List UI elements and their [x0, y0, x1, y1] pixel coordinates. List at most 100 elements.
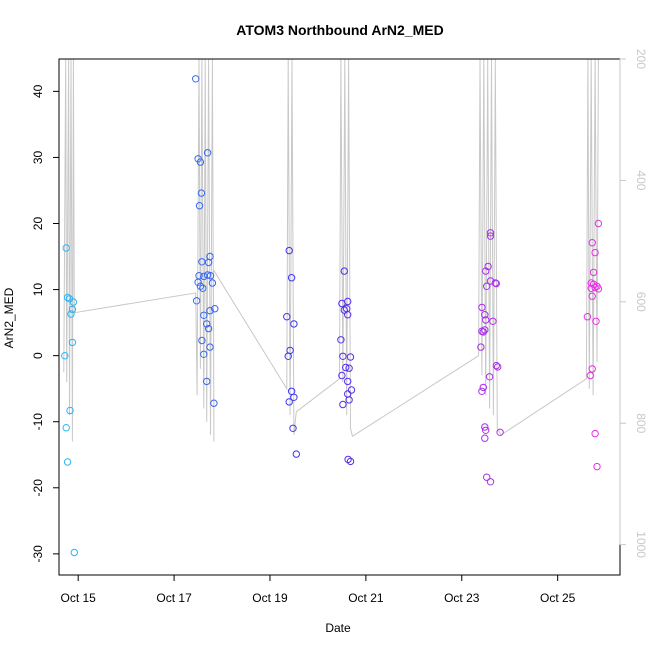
- data-point: [68, 338, 77, 347]
- y-axis: -30 -20 -10 0 10 20 30 40: [31, 84, 60, 563]
- data-point: [204, 324, 213, 333]
- data-point: [61, 352, 69, 360]
- data-point: [483, 282, 491, 290]
- x-tick-label: Oct 23: [444, 591, 480, 605]
- data-point: [285, 246, 293, 255]
- data-point: [62, 244, 70, 252]
- x-tick-label: Oct 21: [348, 591, 384, 605]
- data-point: [289, 424, 297, 432]
- data-point: [591, 429, 599, 438]
- data-point: [206, 343, 214, 351]
- data-point: [481, 423, 489, 431]
- data-point: [68, 305, 77, 314]
- data-point: [206, 307, 214, 315]
- data-point: [482, 267, 490, 275]
- data-point: [494, 363, 502, 371]
- data-point: [66, 406, 74, 415]
- data-point: [203, 271, 212, 279]
- data-point: [489, 317, 497, 325]
- data-point: [345, 396, 353, 404]
- x-axis-label: Date: [325, 621, 351, 635]
- data-point: [481, 311, 489, 319]
- data-point: [486, 478, 495, 486]
- data-point: [483, 473, 491, 481]
- data-point: [340, 267, 348, 275]
- data-points-layer: [61, 75, 603, 557]
- data-point: [192, 297, 201, 305]
- data-point: [587, 284, 595, 292]
- data-point: [292, 450, 300, 458]
- data-point: [197, 189, 206, 197]
- y-tick-label: -10: [31, 413, 45, 431]
- chart-title: ATOM3 Northbound ArN2_MED: [236, 22, 443, 38]
- data-point: [196, 282, 205, 290]
- data-point: [591, 283, 599, 292]
- data-point: [69, 298, 78, 306]
- y-tick-label: 0: [31, 352, 45, 359]
- data-point: [589, 268, 598, 277]
- data-point: [586, 371, 594, 380]
- data-point: [206, 272, 215, 280]
- data-point: [345, 364, 353, 372]
- x-axis: Oct 15 Oct 17 Oct 19 Oct 21 Oct 23 Oct 25: [60, 574, 576, 605]
- y-tick-label: 10: [31, 283, 45, 297]
- y-tick-label: 40: [31, 84, 45, 98]
- data-point: [486, 232, 495, 240]
- data-point: [339, 352, 347, 360]
- data-point: [283, 313, 291, 321]
- data-point: [338, 371, 346, 380]
- y-axis-label: ArN2_MED: [2, 287, 16, 348]
- data-point: [485, 373, 494, 381]
- data-point: [346, 457, 355, 466]
- data-point: [593, 462, 601, 471]
- data-point: [344, 311, 352, 319]
- data-point: [594, 285, 603, 293]
- data-point: [583, 313, 592, 321]
- data-point: [67, 310, 75, 318]
- data-point: [200, 350, 208, 358]
- data-point: [203, 320, 211, 328]
- data-point: [486, 229, 495, 237]
- data-point: [478, 387, 486, 395]
- x-tick-label: Oct 19: [252, 591, 288, 605]
- data-point: [344, 377, 352, 386]
- data-point: [284, 352, 292, 360]
- data-point: [591, 248, 599, 257]
- data-point: [285, 398, 293, 406]
- secondary-series-line: [63, 58, 599, 442]
- data-point: [482, 316, 490, 324]
- data-point: [290, 320, 298, 328]
- x-tick-label: Oct 25: [540, 591, 576, 605]
- y2-tick-label: 800: [634, 413, 648, 433]
- data-point: [477, 343, 485, 351]
- data-point: [481, 326, 489, 334]
- data-point: [594, 219, 603, 228]
- y2-axis: 200 400 600 800 1000: [619, 49, 648, 558]
- data-point: [588, 365, 596, 373]
- data-point: [62, 424, 70, 432]
- data-point: [287, 274, 296, 282]
- data-point: [199, 284, 207, 292]
- data-point: [592, 317, 600, 325]
- data-point: [210, 399, 218, 407]
- y2-tick-label: 200: [634, 49, 648, 69]
- y-tick-label: -20: [31, 479, 45, 497]
- data-point: [337, 336, 345, 344]
- data-point: [346, 353, 355, 361]
- data-point: [198, 336, 206, 345]
- data-point: [342, 363, 350, 372]
- data-point: [196, 158, 205, 166]
- data-point: [344, 297, 352, 306]
- data-point: [70, 548, 79, 557]
- data-point: [496, 428, 504, 436]
- data-point: [63, 293, 72, 302]
- data-point: [200, 311, 208, 319]
- x-tick-label: Oct 15: [60, 591, 96, 605]
- x-tick-label: Oct 17: [156, 591, 192, 605]
- data-point: [588, 292, 596, 300]
- data-point: [479, 383, 487, 392]
- data-point: [195, 202, 204, 210]
- y2-tick-label: 600: [634, 292, 648, 312]
